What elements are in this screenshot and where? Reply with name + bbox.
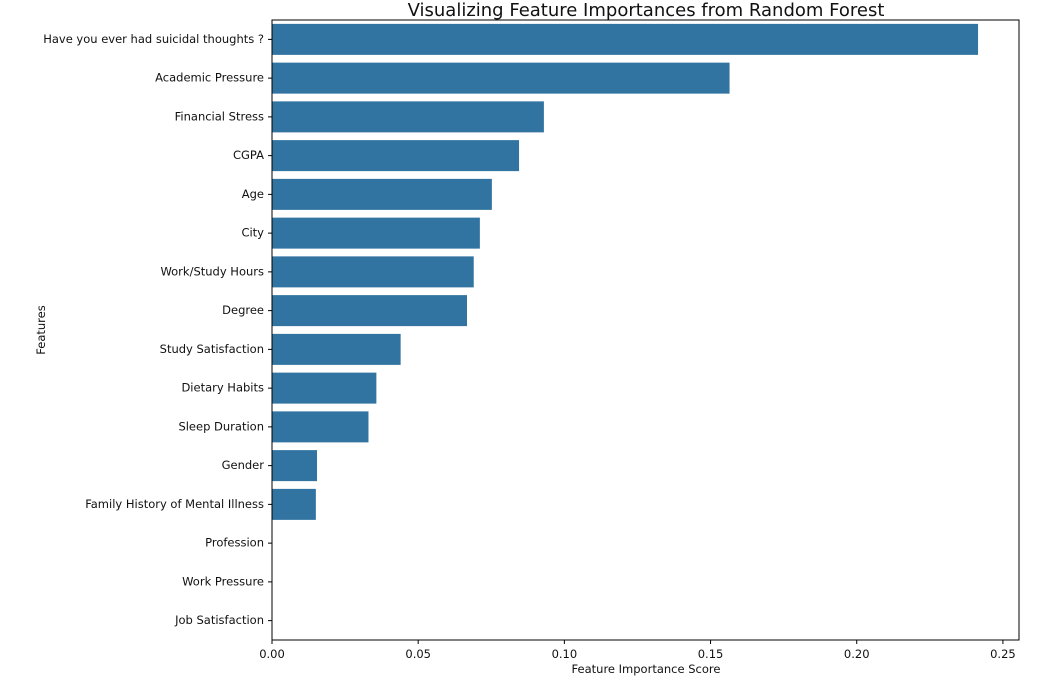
bar-10 [272, 411, 369, 443]
y-tick-label: Job Satisfaction [174, 613, 264, 627]
y-tick-label: Profession [205, 536, 264, 550]
x-axis-title: Feature Importance Score [572, 662, 721, 676]
x-tick-label: 0.10 [552, 647, 578, 661]
x-tick-label: 0.25 [990, 647, 1016, 661]
bar-8 [272, 333, 401, 365]
bar-0 [272, 23, 979, 55]
y-tick-label: Work Pressure [182, 574, 264, 588]
bar-6 [272, 256, 474, 288]
y-tick-label: Age [242, 187, 264, 201]
y-tick-label: Have you ever had suicidal thoughts ? [43, 32, 264, 46]
y-tick-label: Work/Study Hours [160, 264, 264, 278]
bar-1 [272, 62, 730, 94]
x-tick-label: 0.15 [698, 647, 724, 661]
y-tick-label: Academic Pressure [155, 71, 264, 85]
x-tick-label: 0.20 [844, 647, 870, 661]
bar-11 [272, 450, 318, 482]
y-axis-ticks: Have you ever had suicidal thoughts ? Aca… [43, 32, 272, 627]
plot-frame [271, 19, 1020, 641]
x-axis-ticks: 0.00 0.05 0.10 0.15 0.20 0.25 [259, 640, 1016, 661]
y-tick-label: Dietary Habits [181, 381, 264, 395]
y-tick-label: Sleep Duration [178, 419, 264, 433]
y-tick-label: Degree [222, 303, 264, 317]
x-tick-label: 0.05 [405, 647, 431, 661]
bar-4 [272, 178, 492, 210]
bar-5 [272, 217, 480, 249]
bar-3 [272, 140, 520, 172]
y-tick-label: City [241, 226, 264, 240]
bars-group [272, 23, 979, 520]
y-axis-title: Features [34, 305, 48, 354]
bar-9 [272, 372, 377, 404]
bar-7 [272, 295, 468, 327]
y-tick-label: Family History of Mental Illness [85, 497, 264, 511]
bar-12 [272, 488, 316, 520]
y-tick-label: CGPA [233, 148, 264, 162]
x-tick-label: 0.00 [259, 647, 285, 661]
bar-2 [272, 101, 544, 133]
chart-title: Visualizing Feature Importances from Ran… [408, 0, 885, 21]
y-tick-label: Gender [222, 458, 265, 472]
y-tick-label: Study Satisfaction [160, 342, 264, 356]
y-tick-label: Financial Stress [175, 109, 264, 123]
